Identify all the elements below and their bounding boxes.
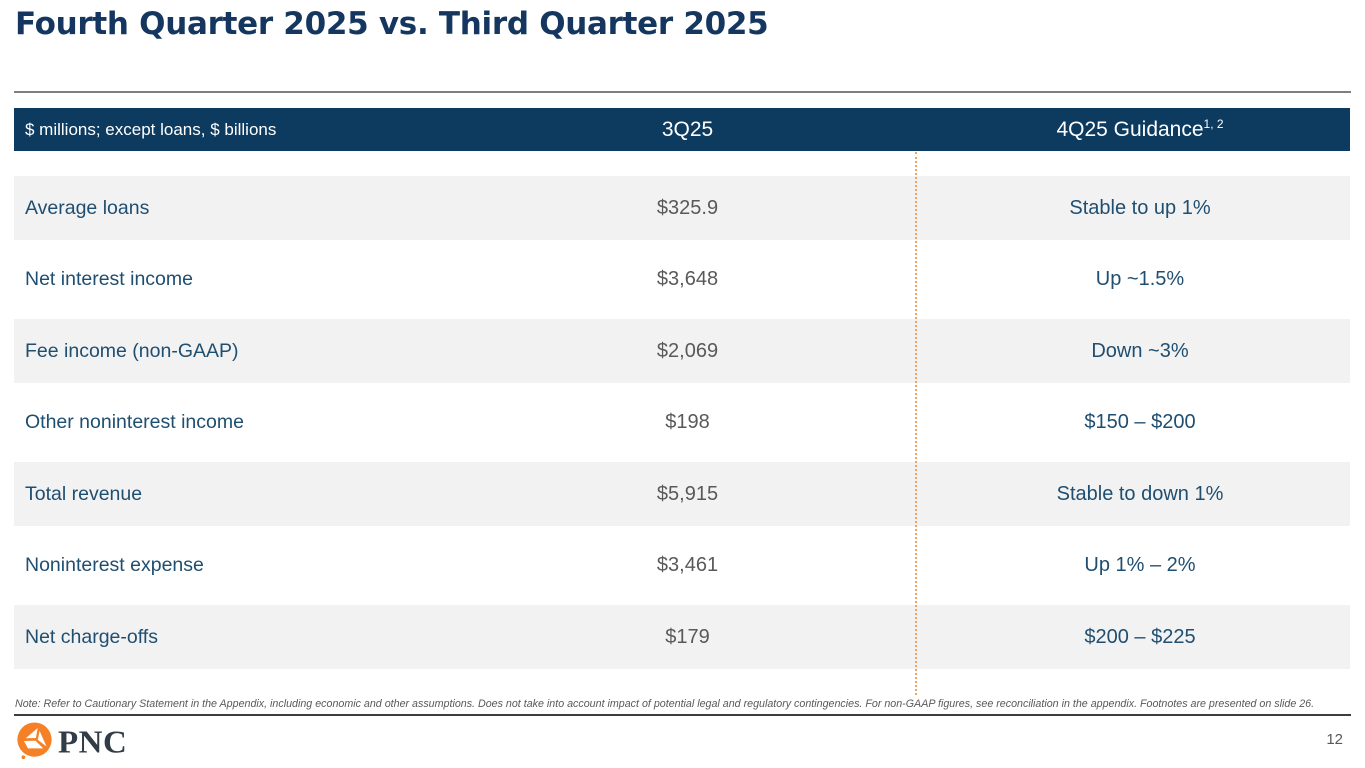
- pnc-logo: PNC: [16, 722, 128, 765]
- row-guidance-value: Down ~3%: [1091, 339, 1189, 362]
- row-guidance-value: Up ~1.5%: [1095, 268, 1185, 290]
- units-header: $ millions; except loans, $ billions: [25, 119, 277, 139]
- row-3q25-value: $2,069: [656, 339, 719, 362]
- table-row: Other noninterest income $198 $150 – $20…: [14, 390, 1350, 455]
- pnc-wordmark: PNC: [58, 725, 128, 760]
- row-3q25-value: $3,648: [656, 268, 719, 290]
- pnc-logo-icon: [16, 722, 53, 765]
- row-guidance-value: Up 1% – 2%: [1084, 554, 1196, 576]
- title-divider-rule: [14, 91, 1351, 93]
- row-guidance-value: Stable to up 1%: [1069, 196, 1211, 219]
- row-3q25-value: $5,915: [656, 482, 719, 505]
- footnote: Note: Refer to Cautionary Statement in t…: [15, 698, 1315, 710]
- row-label: Fee income (non-GAAP): [25, 339, 239, 362]
- column-header-4q25-guidance: 4Q25 Guidance1, 2: [930, 118, 1350, 142]
- row-label: Total revenue: [25, 482, 143, 505]
- row-label: Average loans: [25, 196, 150, 219]
- page-title: Fourth Quarter 2025 vs. Third Quarter 20…: [15, 6, 769, 42]
- page-number: 12: [1326, 731, 1343, 748]
- table-row: Net interest income $3,648 Up ~1.5%: [14, 247, 1350, 312]
- row-guidance-value: $150 – $200: [1084, 411, 1196, 433]
- row-label: Net charge-offs: [25, 625, 158, 648]
- row-label: Other noninterest income: [25, 411, 244, 433]
- guidance-column-dotted-divider: [915, 152, 917, 695]
- footer-divider-rule: [14, 714, 1351, 716]
- table-row: Net charge-offs $179 $200 – $225: [14, 605, 1350, 669]
- row-3q25-value: $198: [665, 411, 710, 433]
- guidance-footnote-superscript: 1, 2: [1203, 116, 1224, 131]
- table-header-row: $ millions; except loans, $ billions 3Q2…: [14, 108, 1350, 151]
- table-row: Total revenue $5,915 Stable to down 1%: [14, 462, 1350, 526]
- table-row: Fee income (non-GAAP) $2,069 Down ~3%: [14, 319, 1350, 383]
- row-guidance-value: $200 – $225: [1084, 625, 1196, 648]
- row-label: Net interest income: [25, 268, 193, 290]
- column-header-3q25: 3Q25: [661, 117, 714, 141]
- table-row: Noninterest expense $3,461 Up 1% – 2%: [14, 533, 1350, 598]
- guidance-header-text: 4Q25 Guidance: [1056, 117, 1204, 141]
- row-3q25-value: $325.9: [656, 196, 719, 219]
- table-body: Average loans $325.9 Stable to up 1% Net…: [14, 176, 1350, 669]
- table-row: Average loans $325.9 Stable to up 1%: [14, 176, 1350, 240]
- row-3q25-value: $3,461: [656, 554, 719, 576]
- row-label: Noninterest expense: [25, 554, 204, 576]
- row-guidance-value: Stable to down 1%: [1056, 482, 1224, 505]
- row-3q25-value: $179: [665, 625, 710, 648]
